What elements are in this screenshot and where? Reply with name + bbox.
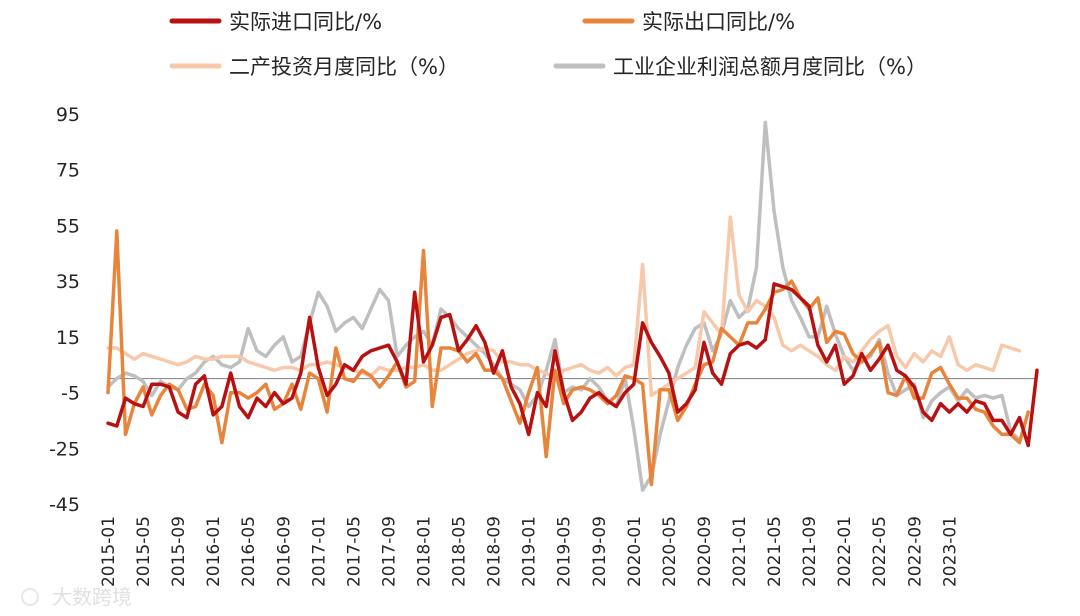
y-tick-label: 55 (56, 215, 80, 237)
x-tick-label: 2016-09 (274, 516, 294, 587)
y-tick-label: 15 (56, 327, 80, 349)
series-group (106, 120, 1039, 492)
y-axis: 95 75 55 35 15 -5 -25 -45 (49, 104, 80, 516)
x-tick-label: 2017-09 (379, 516, 399, 587)
x-tick-label: 2021-05 (765, 516, 785, 587)
x-axis: 2015-01 2015-05 2015-09 2016-01 2016-05 2016-… (99, 516, 960, 587)
watermark-text: 大数跨境 (52, 585, 132, 609)
x-tick-label: 2018-01 (415, 516, 435, 587)
x-tick-label: 2015-09 (169, 516, 189, 587)
y-tick-label: -5 (61, 383, 80, 405)
y-tick-label: -25 (49, 438, 80, 460)
legend-label-2: 实际出口同比/% (642, 10, 795, 34)
x-tick-label: 2016-05 (239, 516, 259, 587)
watermark: 大数跨境 (21, 585, 132, 609)
x-tick-label: 2017-05 (344, 516, 364, 587)
x-tick-label: 2019-05 (555, 516, 575, 587)
logo-icon (21, 588, 39, 606)
x-tick-label: 2020-05 (660, 516, 680, 587)
series-line-4 (106, 120, 1022, 492)
y-tick-label: -45 (49, 494, 80, 516)
x-tick-label: 2015-05 (134, 516, 154, 587)
legend-label-1: 实际进口同比/% (229, 10, 382, 34)
x-tick-label: 2022-01 (835, 516, 855, 587)
x-tick-label: 2019-09 (590, 516, 610, 587)
x-tick-label: 2018-05 (450, 516, 470, 587)
x-tick-label: 2020-09 (695, 516, 715, 587)
legend-label-4: 工业企业利润总额月度同比（%） (613, 55, 927, 79)
x-tick-label: 2022-05 (870, 516, 890, 587)
series-line-2 (106, 229, 1030, 487)
x-tick-label: 2023-01 (940, 516, 960, 587)
x-tick-label: 2020-01 (625, 516, 645, 587)
x-tick-label: 2015-01 (99, 516, 119, 587)
x-tick-label: 2018-09 (485, 516, 505, 587)
x-tick-label: 2016-01 (204, 516, 224, 587)
y-tick-label: 95 (56, 104, 80, 126)
chart-legend: 实际进口同比/% 实际出口同比/% 二产投资月度同比（%） 工业企业利润总额月度同比（… (169, 10, 927, 79)
series-line-1 (106, 282, 1039, 448)
x-tick-label: 2022-09 (905, 516, 925, 587)
y-tick-label: 35 (56, 271, 80, 293)
x-tick-label: 2021-09 (800, 516, 820, 587)
x-tick-label: 2021-01 (730, 516, 750, 587)
y-tick-label: 75 (56, 160, 80, 182)
series-line-3 (106, 215, 1022, 398)
x-tick-label: 2017-01 (309, 516, 329, 587)
x-tick-label: 2019-01 (520, 516, 540, 587)
legend-label-3: 二产投资月度同比（%） (229, 55, 459, 79)
